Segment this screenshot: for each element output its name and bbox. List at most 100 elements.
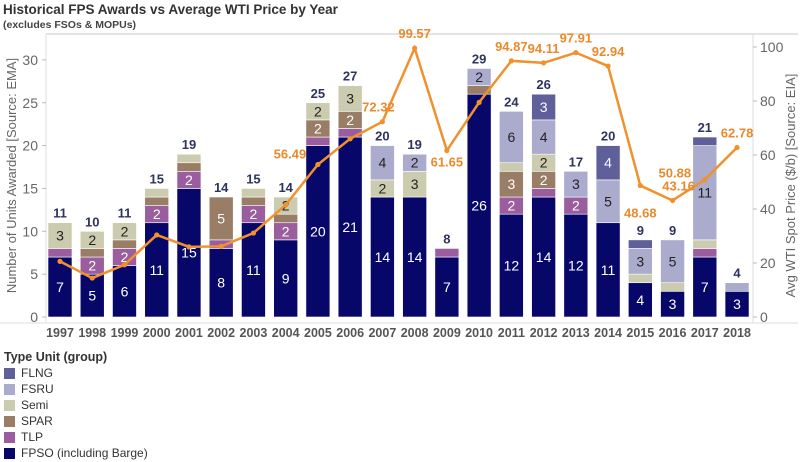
legend-item[interactable]: SPAR: [4, 413, 148, 429]
segment-label: 5: [604, 193, 612, 209]
segment-label: 2: [475, 69, 483, 85]
bar-segment-semi: [628, 273, 653, 284]
bar-total-label: 14: [278, 180, 293, 195]
y2-tick-label: 80: [760, 93, 776, 109]
bar-segment-fpso: [241, 222, 266, 318]
legend-item[interactable]: FPSO (including Barge): [4, 445, 148, 461]
x-tick-label: 2006: [336, 326, 364, 340]
wti-price-point: [57, 258, 63, 264]
bar-segment-fsru: [595, 179, 621, 224]
bar-total-label: 9: [637, 223, 644, 238]
bar-segment-fpso: [79, 273, 105, 318]
segment-label: 3: [669, 296, 677, 312]
segment-label: 14: [536, 249, 552, 265]
wti-price-point: [154, 232, 160, 238]
segment-label: 3: [636, 253, 644, 269]
x-tick-label: 2017: [691, 326, 719, 340]
bar-segment-tlp: [434, 248, 460, 258]
bar-segment-fpso: [466, 93, 492, 318]
wti-price-point: [250, 230, 257, 236]
segment-label: 3: [733, 296, 741, 312]
bar-segment-fpso: [563, 213, 589, 318]
wti-price-point: [541, 60, 547, 66]
bar-total-label: 4: [733, 266, 741, 281]
bar-segment-semi: [241, 188, 266, 198]
legend-item[interactable]: FLNG: [4, 365, 148, 381]
segment-label: 7: [701, 279, 709, 295]
segment-label: 2: [153, 206, 161, 222]
legend-item[interactable]: Semi: [4, 397, 148, 413]
bar-segment-fpso: [499, 213, 524, 318]
bar-segment-semi: [305, 102, 331, 121]
segment-label: 2: [379, 180, 387, 196]
x-tick-label: 2009: [433, 326, 461, 340]
x-tick-label: 2013: [562, 326, 590, 340]
segment-label: 2: [540, 172, 548, 188]
wti-price-label: 56.49: [274, 146, 307, 161]
segment-label: 7: [56, 279, 64, 295]
y2-tick-label: 0: [760, 309, 768, 325]
segment-label: 4: [636, 292, 644, 308]
segment-label: 9: [282, 270, 290, 286]
bar-segment-fsru: [692, 145, 718, 241]
bar-segment-fsru: [466, 68, 492, 86]
bar-segment-spar: [79, 248, 105, 258]
x-tick-label: 2018: [723, 326, 751, 340]
wti-price-label: 50.88: [659, 166, 692, 181]
bar-segment-semi: [144, 188, 170, 198]
x-tick-label: 2016: [659, 326, 687, 340]
x-tick-label: 2001: [175, 326, 203, 340]
bar-total-label: 15: [246, 171, 260, 186]
bar-segment-semi: [402, 171, 427, 198]
segment-label: 2: [250, 206, 258, 222]
bar-segment-flng: [595, 145, 621, 181]
wti-price-label: 72.32: [362, 100, 395, 115]
legend-swatch: [4, 415, 15, 427]
bar-segment-tlp: [692, 248, 718, 258]
segment-label: 7: [443, 279, 451, 295]
x-tick-label: 2003: [240, 326, 268, 340]
bar-total-label: 19: [182, 137, 196, 152]
bar-segment-semi: [79, 231, 105, 249]
bar-segment-fpso: [434, 256, 460, 318]
segment-label: 14: [375, 249, 391, 265]
bar-segment-semi: [692, 239, 718, 249]
bar-segment-semi: [660, 282, 685, 292]
segment-label: 2: [314, 103, 322, 119]
segment-label: 3: [540, 99, 548, 115]
segment-label: 11: [601, 262, 616, 278]
bar-segment-fsru: [660, 239, 685, 284]
bar-total-label: 10: [85, 214, 99, 229]
bar-segment-fpso: [176, 188, 202, 318]
bar-segment-fpso: [273, 239, 298, 318]
wti-price-point: [121, 262, 128, 268]
x-tick-label: 2004: [272, 326, 300, 340]
bar-segment-fsru: [370, 145, 395, 181]
bar-segment-spar: [241, 196, 266, 206]
bar-segment-flng: [531, 93, 556, 121]
chart-title: Historical FPS Awards vs Average WTI Pri…: [3, 2, 338, 17]
y-tick-label: 20: [22, 138, 38, 154]
bar-segment-fpso: [112, 265, 137, 318]
segment-label: 2: [185, 172, 193, 188]
wti-price-point: [573, 50, 579, 56]
wti-price-point: [218, 243, 224, 249]
wti-price-label: 94.11: [528, 41, 560, 56]
wti-price-point: [283, 202, 289, 208]
legend-item[interactable]: TLP: [4, 429, 148, 445]
segment-label: 8: [217, 275, 225, 291]
y-tick-label: 5: [30, 266, 38, 282]
bar-total-label: 25: [311, 86, 325, 101]
segment-label: 2: [346, 112, 354, 128]
x-tick-label: 1997: [46, 326, 74, 340]
bar-segment-fpso: [47, 256, 73, 318]
wti-price-point: [702, 177, 708, 183]
bar-segment-flng: [692, 136, 718, 146]
wti-price-point: [186, 244, 192, 250]
legend-item[interactable]: FSRU: [4, 381, 148, 397]
segment-label: 11: [246, 262, 261, 278]
bar-segment-fsru: [724, 282, 750, 292]
bar-segment-spar: [273, 213, 298, 224]
wti-price-point: [669, 197, 676, 204]
segment-label: 3: [346, 90, 354, 106]
